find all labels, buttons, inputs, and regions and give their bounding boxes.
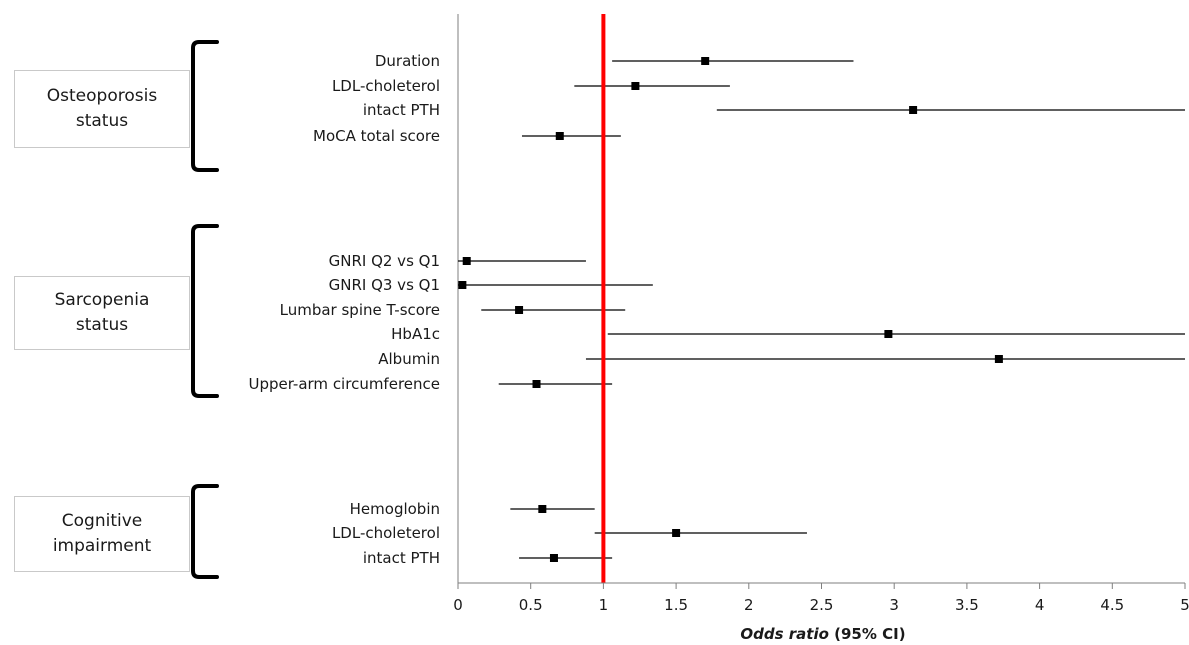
group-label-sarcopenia: Sarcopenia status [14,276,190,350]
forest-row: Hemoglobin [350,500,595,518]
odds-ratio-point [538,505,547,513]
group-bracket [191,224,219,398]
x-tick-label: 3.5 [955,596,979,614]
x-tick-label: 3 [889,596,899,614]
x-tick-label: 0.5 [519,596,543,614]
forest-row: GNRI Q2 vs Q1 [329,252,586,270]
x-tick-label: 2.5 [810,596,834,614]
forest-row: HbA1c [391,325,1185,343]
row-label: GNRI Q2 vs Q1 [329,252,440,270]
group-bracket [191,40,219,172]
odds-ratio-point [672,529,681,537]
row-label: Upper-arm circumference [248,375,440,393]
forest-row: Duration [375,52,854,70]
odds-ratio-point [701,57,710,65]
row-label: Duration [375,52,440,70]
group-brackets [191,40,219,579]
forest-row: Lumbar spine T-score [280,301,626,319]
forest-row: MoCA total score [313,127,621,145]
row-label: Albumin [378,350,440,368]
group-label-text: Osteoporosis status [46,86,158,131]
x-tick-label: 0 [453,596,463,614]
odds-ratio-point [884,330,893,338]
row-label: Lumbar spine T-score [280,301,440,319]
odds-ratio-point [532,380,541,388]
row-label: GNRI Q3 vs Q1 [329,276,440,294]
x-tick-label: 4.5 [1100,596,1124,614]
row-label: HbA1c [391,325,440,343]
x-axis-label-rest: (95% CI) [829,625,906,643]
row-label: LDL-choleterol [332,77,440,95]
forest-row: Upper-arm circumference [248,375,613,393]
forest-row: LDL-choleterol [332,524,807,542]
x-tick-label: 4 [1035,596,1045,614]
group-label-text: Sarcopenia status [54,290,150,335]
row-label: Hemoglobin [350,500,440,518]
x-axis: 0 0.5 1 1.5 2 2.5 3 3.5 4 4.5 5 [453,582,1189,614]
row-label: intact PTH [363,101,440,119]
x-tick-label: 5 [1180,596,1189,614]
x-axis-label: Odds ratio (95% CI) [740,625,905,643]
group-bracket [191,484,219,579]
row-label: LDL-choleterol [332,524,440,542]
forest-row: Albumin [378,350,1185,368]
row-label: intact PTH [363,549,440,567]
row-label: MoCA total score [313,127,440,145]
odds-ratio-point [462,257,471,265]
x-tick-label: 1 [599,596,609,614]
forest-row: intact PTH [363,101,1185,119]
group-label-osteoporosis: Osteoporosis status [14,70,190,148]
x-axis-label-bold: Odds ratio [740,625,829,643]
group-label-cognitive: Cognitive impairment [14,496,190,572]
group-label-text: Cognitive impairment [52,511,152,556]
odds-ratio-point [994,355,1003,363]
odds-ratio-point [909,106,918,114]
forest-row: intact PTH [363,549,613,567]
odds-ratio-point [549,554,558,562]
odds-ratio-point [458,281,467,289]
odds-ratio-point [631,82,640,90]
rows: Duration LDL-choleterol intact PTH MoCA tot… [248,52,1185,567]
odds-ratio-point [555,132,564,140]
x-tick-label: 2 [744,596,754,614]
odds-ratio-point [515,306,524,314]
forest-row: LDL-choleterol [332,77,730,95]
x-tick-label: 1.5 [664,596,688,614]
forest-row: GNRI Q3 vs Q1 [329,276,653,294]
